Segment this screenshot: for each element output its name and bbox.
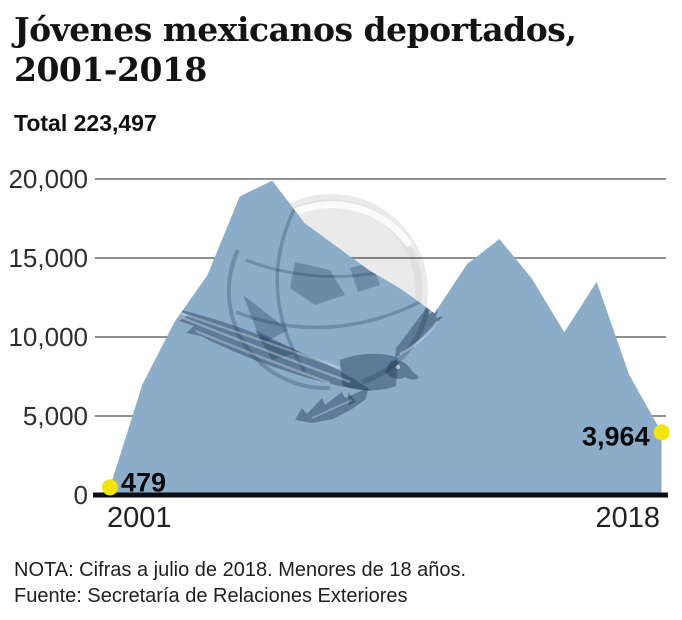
value-label-2018: 3,964 [582,421,650,451]
x-tick-label-end: 2018 [595,502,660,534]
eagle-watermark [172,197,443,423]
marker-dot-2018 [653,424,670,441]
y-tick-label-0: 0 [74,480,88,510]
y-tick-label-15,000: 15,000 [8,243,88,273]
footer-note: NOTA: Cifras a julio de 2018. Menores de… [14,559,467,581]
chart-title-line1: Jóvenes mexicanos deportados, [14,10,577,49]
y-tick-label-5,000: 5,000 [23,401,88,431]
chart-footer: NOTA: Cifras a julio de 2018. Menores de… [14,557,466,609]
chart-title: Jóvenes mexicanos deportados, 2001-2018 [14,10,577,90]
y-tick-label-10,000: 10,000 [8,322,88,352]
y-tick-label-20,000: 20,000 [8,164,88,194]
deportations-area [110,180,662,495]
chart-total-label: Total 223,497 [14,110,157,136]
footer-source: Fuente: Secretaría de Relaciones Exterio… [14,585,408,607]
chart-title-line2: 2001-2018 [14,50,207,89]
marker-dot-2001 [102,479,118,496]
x-tick-label-start: 2001 [107,502,172,534]
value-label-2001: 479 [121,467,166,497]
